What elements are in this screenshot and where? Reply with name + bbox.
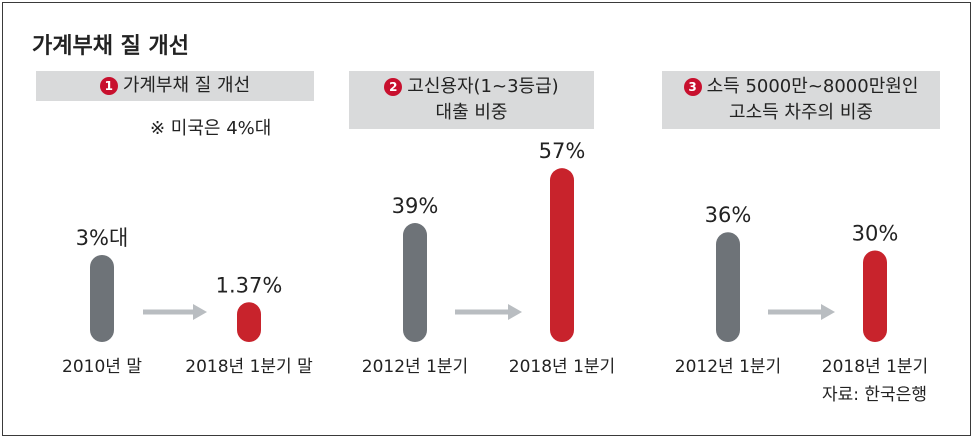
panel-3-value-label-2: 30% xyxy=(852,222,899,246)
panel-2-category-label-2: 2018년 1분기 xyxy=(509,357,615,377)
main-title: 가계부채 질 개선 xyxy=(32,34,189,59)
panel-2-number-badge: 2 xyxy=(384,78,403,96)
panel-1-category-label-2: 2018년 1분기 말 xyxy=(185,357,313,377)
panel-1-title-line-1: 가계부채 질 개선 xyxy=(122,75,251,96)
panel-1-arrow-icon xyxy=(193,304,207,320)
panel-1-bar-1 xyxy=(90,255,114,342)
panel-2-category-label-1: 2012년 1분기 xyxy=(362,357,468,377)
panel-2-value-label-2: 57% xyxy=(539,139,586,163)
panel-2-value-label-1: 39% xyxy=(392,194,439,218)
panel-2-title-line-2: 대출 비중 xyxy=(435,102,508,123)
panel-1-value-label-2: 1.37% xyxy=(216,273,283,297)
panel-2-title-line-1: 고신용자(1~3등급) xyxy=(407,76,559,97)
panel-1-number-badge: 1 xyxy=(99,77,118,95)
panel-1-bar-2 xyxy=(237,302,261,342)
panel-2-bar-1 xyxy=(403,223,427,342)
panel-1-value-label-1: 3%대 xyxy=(76,226,129,250)
panel-3-bar-1 xyxy=(716,232,740,342)
panel-1-note: ※ 미국은 4%대 xyxy=(150,118,272,139)
panel-3-arrow-icon xyxy=(821,304,835,320)
panel-1-category-label-1: 2010년 말 xyxy=(62,357,142,377)
panel-3-value-label-1: 36% xyxy=(705,203,752,227)
panel-3-number-badge: 3 xyxy=(683,78,702,96)
panel-1-header: 1 가계부채 질 개선 xyxy=(36,71,314,101)
panel-3-category-label-2: 2018년 1분기 xyxy=(822,357,928,377)
panel-3-category-label-1: 2012년 1분기 xyxy=(675,357,781,377)
source-note: 자료: 한국은행 xyxy=(822,385,927,405)
panel-3-header: 3 소득 5000만~8000만원인 고소득 차주의 비중 xyxy=(662,71,940,129)
panel-3-title-line-1: 소득 5000만~8000만원인 xyxy=(706,76,919,97)
panel-3-title-line-2: 고소득 차주의 비중 xyxy=(729,102,873,123)
panel-2-bar-2 xyxy=(550,168,574,342)
panel-2-arrow-icon xyxy=(508,304,522,320)
panel-3-bar-2 xyxy=(863,250,887,342)
panel-2-header: 2 고신용자(1~3등급) 대출 비중 xyxy=(349,71,594,129)
